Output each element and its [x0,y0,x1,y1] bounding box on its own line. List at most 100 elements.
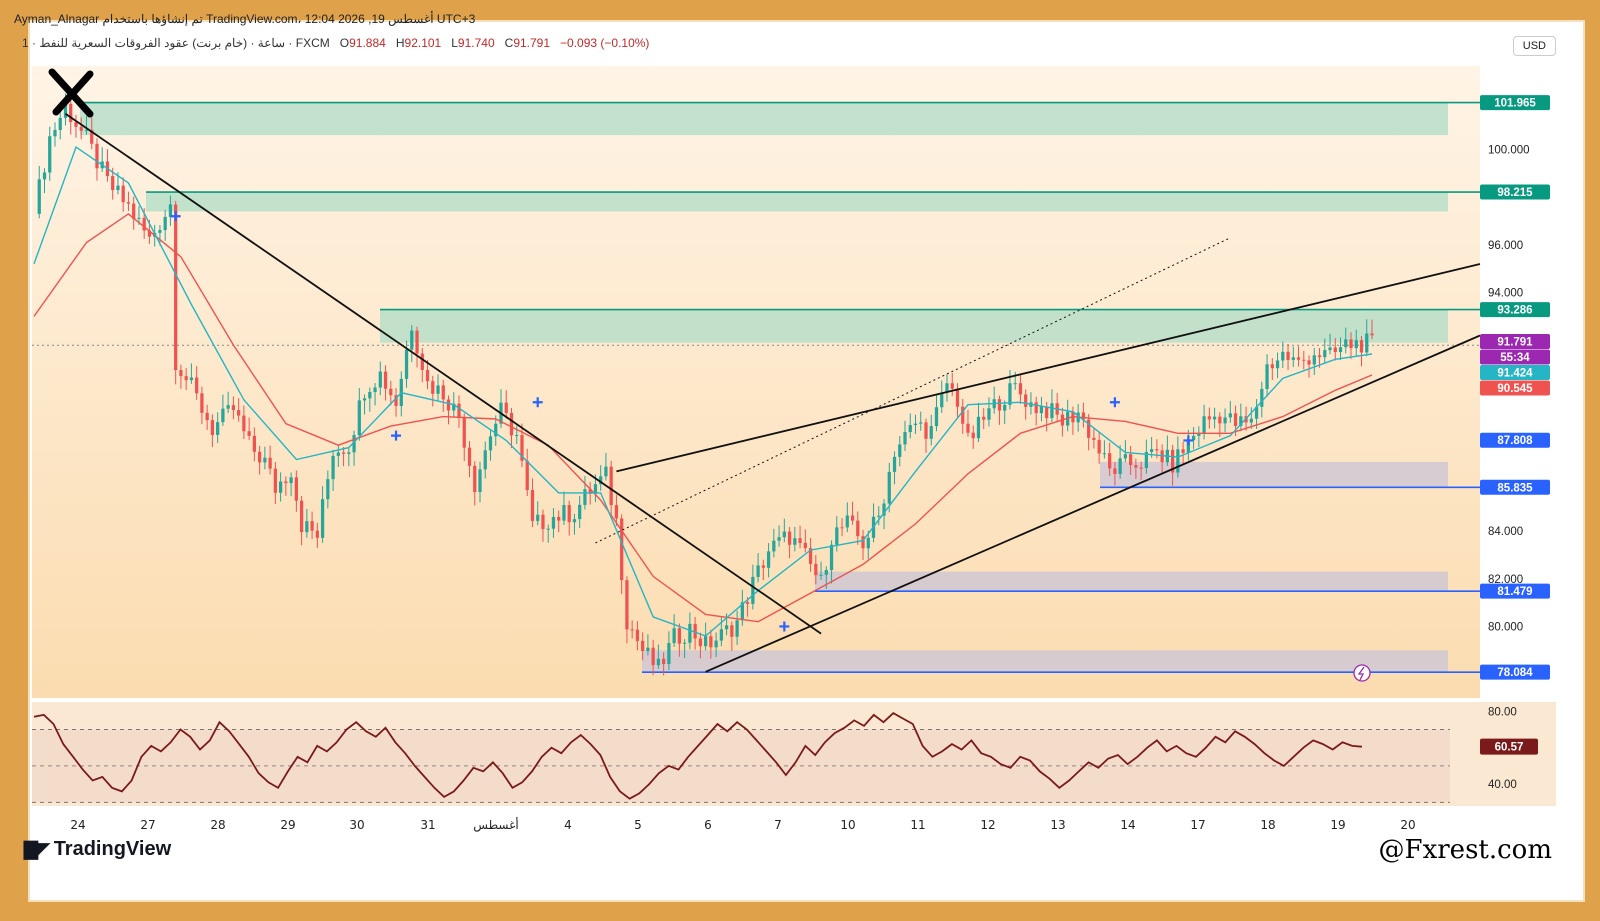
candle-body [410,330,414,350]
price-tag-label: 93.286 [1497,305,1532,317]
candle-body [898,444,902,457]
price-tag [1480,432,1550,448]
candle-body [1003,404,1007,411]
candle-body [709,636,713,648]
time-tick-label: 14 [1120,818,1135,832]
candle-body [971,432,975,439]
candle-body [168,204,173,217]
rsi-line [33,711,1363,800]
candle-body [672,628,676,644]
candle-body [431,381,435,394]
open-value: 91.884 [349,36,386,50]
candle-body [415,330,419,354]
candle-body [509,412,514,436]
candle-body [1207,416,1211,420]
candle-body [242,415,246,432]
candle-body [53,129,57,137]
candle-body [373,387,377,393]
watermark-text: @Fxrest.com [1378,835,1552,865]
candle-body [278,481,283,493]
trendline [616,263,1481,473]
candle-body [273,468,277,493]
candle-body [604,466,608,477]
currency-button[interactable]: USD [1512,36,1556,56]
signal-plus-icon [170,211,181,222]
lightning-icon [1353,664,1371,682]
price-tag [1480,583,1550,599]
candle-body [257,451,262,463]
candle-body [195,377,199,394]
x-mark-icon [48,68,94,118]
candle-body [205,412,209,421]
candle-body [567,505,571,523]
candle-body [861,536,865,549]
time-tick-label: 11 [910,818,925,832]
signal-plus-icon [779,621,790,632]
price-tag-label: 55:34 [1500,352,1530,364]
candle-body [1123,454,1128,459]
price-tag-label: 87.808 [1497,435,1533,447]
candle-body [37,179,41,214]
candle-body [1338,347,1343,353]
candle-body [1102,453,1107,455]
candle-body [614,505,619,519]
candle-body [462,418,466,448]
candle-body [903,432,907,445]
candle-body [221,408,225,423]
candle-body [126,202,131,204]
rsi-background [32,702,1556,806]
candle-body [90,129,94,144]
candle-body [646,647,650,651]
candle-body [1087,419,1091,438]
candle-body [1302,359,1306,361]
candle-body [79,126,83,131]
price-tag-label: 81.479 [1497,586,1532,598]
time-tick-label: 13 [1050,818,1065,832]
candle-body [730,625,734,637]
candle-body [315,530,319,538]
candle-body [1233,413,1238,426]
candle-body [740,602,744,621]
candle-body [698,638,703,647]
time-tick-label: أغسطس [473,817,518,833]
candle-body [635,629,640,641]
candle-body [520,435,524,461]
candle-body [536,514,540,521]
candle-body [1191,435,1196,441]
candle-body [147,230,152,237]
price-tag [1480,380,1550,396]
candle-body [210,420,215,435]
candle-body [95,143,99,169]
candle-body [320,499,325,538]
candle-body [651,647,655,666]
zone-supply [80,102,1448,136]
candle-body [1307,360,1311,365]
candle-body [1018,383,1023,395]
candle-body [782,531,786,538]
candle-body [1239,416,1243,426]
candle-body [578,504,582,520]
candle-body [620,518,624,581]
price-tag [1480,95,1550,111]
candle-body [1118,458,1122,474]
candle-body [662,658,666,665]
candle-body [1254,406,1259,419]
candle-body [441,385,445,400]
candle-body [42,172,47,180]
candle-body [630,629,634,631]
price-tag [1480,302,1550,318]
candle-body [1328,347,1332,351]
candle-body [1108,453,1112,469]
candle-body [1149,449,1154,452]
close-value: 91.791 [513,36,551,50]
candle-body [1275,360,1280,369]
candle-body [966,423,970,433]
candle-body [677,628,682,644]
price-tag-label: 101.965 [1494,98,1536,110]
candle-body [237,410,241,416]
symbol-legend: 1 · ساعة · (خام برنت) عقود الفروقات السع… [22,36,650,50]
time-tick-label: 30 [349,818,364,832]
candle-body [557,516,561,521]
candle-body [819,574,823,576]
